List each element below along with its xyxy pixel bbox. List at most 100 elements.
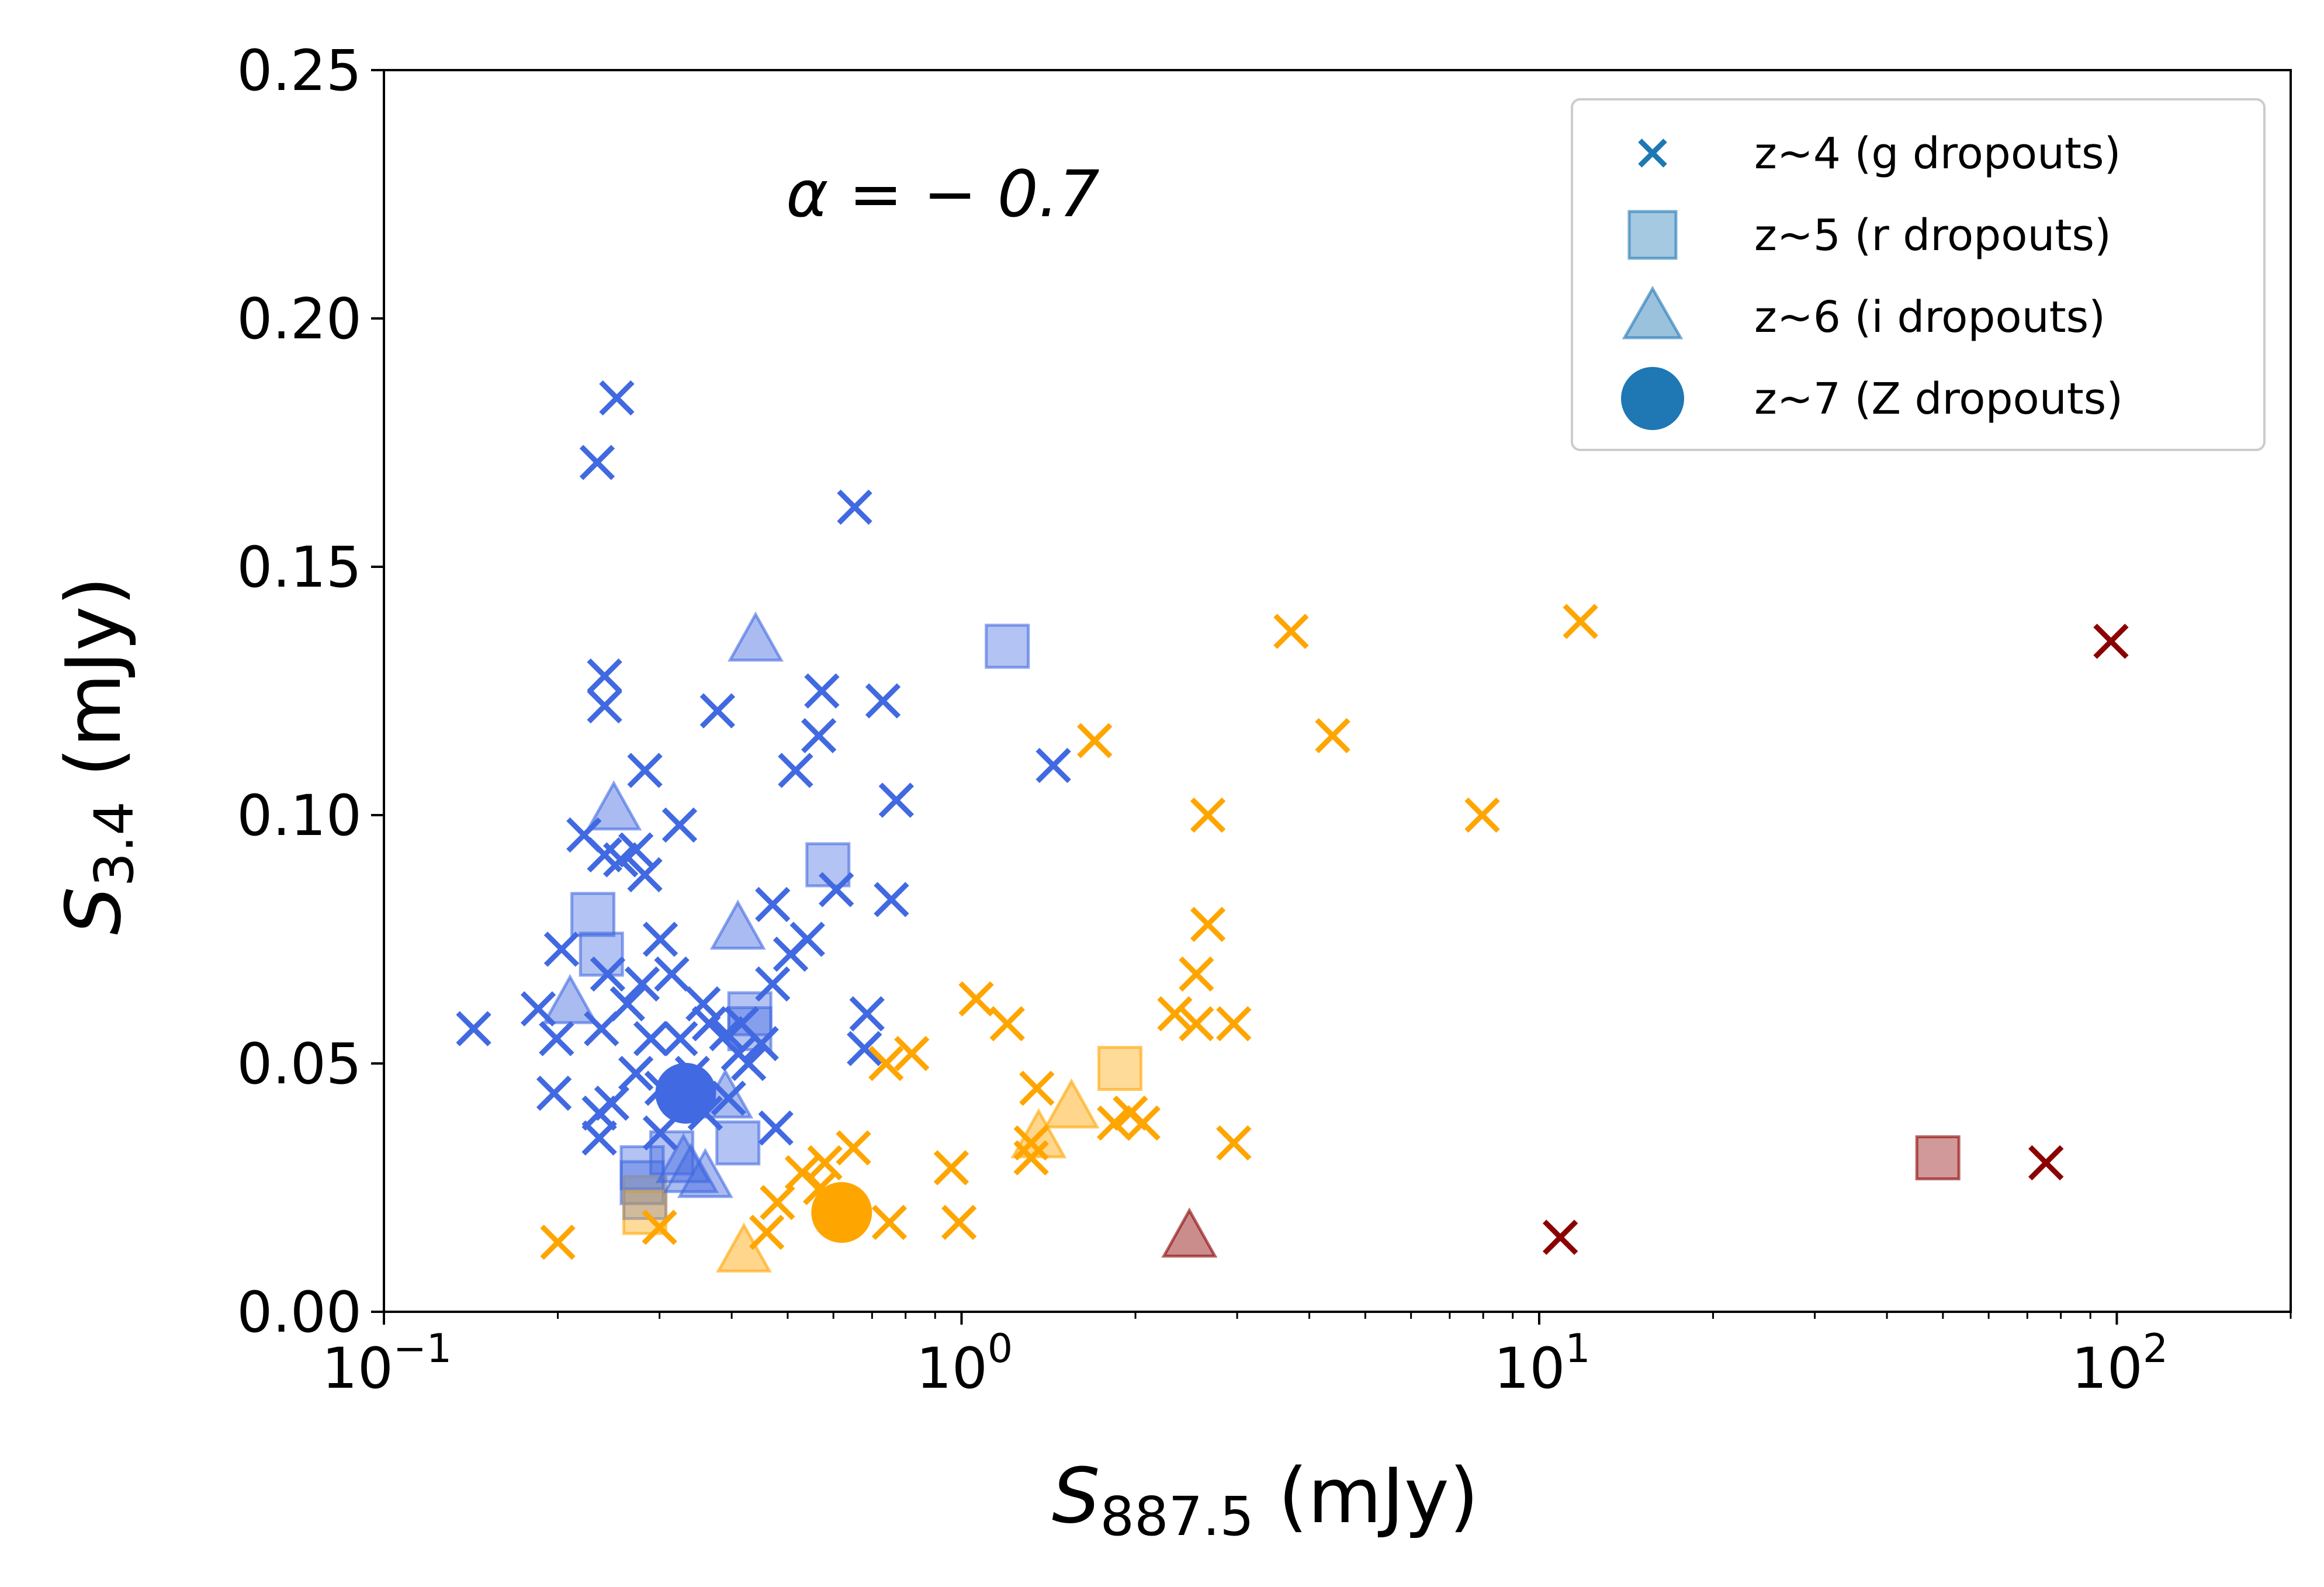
- x-point: [540, 1224, 576, 1260]
- legend-label: z~6 (i dropouts): [1754, 292, 2105, 342]
- x-point: [642, 921, 678, 957]
- x-point: [1019, 1070, 1055, 1106]
- x-point: [1077, 723, 1113, 758]
- x-point: [1464, 797, 1500, 833]
- x-point: [933, 1150, 969, 1186]
- x-point: [1097, 1105, 1132, 1141]
- x-point: [941, 1204, 977, 1241]
- legend-square-marker: [1627, 210, 1678, 260]
- x-point: [1125, 1105, 1161, 1141]
- x-point: [587, 658, 622, 694]
- data-points: [456, 380, 2129, 1273]
- circle-point: [811, 1182, 872, 1243]
- x-point: [627, 857, 663, 893]
- x-point: [749, 1214, 785, 1250]
- x-point: [2093, 623, 2129, 659]
- triangle-point: [586, 780, 642, 831]
- x-point: [871, 1204, 908, 1241]
- legend-label: z~5 (r dropouts): [1754, 210, 2111, 261]
- y-tick-label: 0.00: [237, 1280, 362, 1345]
- x-axis-unit: (mJy): [1254, 1451, 1479, 1540]
- x-point: [778, 753, 813, 788]
- x-point: [874, 882, 909, 917]
- x-point: [627, 753, 663, 788]
- legend-entry: z~4 (g dropouts): [1638, 129, 2121, 179]
- x-point: [581, 1120, 617, 1156]
- x-point: [818, 872, 854, 907]
- x-point: [1563, 604, 1598, 639]
- x-point: [1216, 1125, 1252, 1161]
- x-point: [711, 1080, 746, 1116]
- axis-ticks: 0.00 0.05 0.10 0.15 0.20 0.25 10−1 100 101 102: [237, 38, 2292, 1401]
- x-point: [663, 1021, 698, 1056]
- x-point: [590, 956, 626, 992]
- triangle-point: [663, 1142, 719, 1193]
- x-point: [520, 991, 556, 1027]
- x-point: [836, 1130, 871, 1166]
- legend-x-marker: [1638, 138, 1667, 168]
- x-point: [868, 1045, 904, 1082]
- x-point: [618, 1055, 654, 1092]
- x-point: [755, 886, 791, 923]
- x-point: [847, 1031, 882, 1066]
- x-point: [878, 782, 915, 818]
- x-point: [456, 1011, 491, 1047]
- y-axis-subscript: 3.4: [83, 801, 146, 886]
- x-point: [804, 673, 840, 709]
- x-tick-label: 102: [2072, 1326, 2168, 1401]
- legend-label: z~4 (g dropouts): [1754, 129, 2121, 179]
- x-point: [642, 1115, 678, 1151]
- x-point: [709, 1016, 744, 1052]
- legend-triangle-marker: [1622, 285, 1684, 339]
- alpha-annotation: α = − 0.7: [786, 157, 1100, 231]
- x-point: [543, 931, 580, 967]
- x-point: [837, 489, 872, 525]
- x-point: [536, 1075, 572, 1111]
- x-point: [661, 807, 698, 843]
- x-point: [894, 1035, 930, 1072]
- x-point: [2028, 1145, 2064, 1181]
- x-point: [789, 921, 825, 957]
- x-point: [699, 693, 736, 729]
- x-point: [989, 1006, 1025, 1042]
- x-point: [755, 966, 791, 1002]
- y-tick-label: 0.05: [237, 1031, 362, 1097]
- triangle-point: [1161, 1207, 1218, 1258]
- x-tick-label: 10−1: [322, 1326, 452, 1401]
- x-point: [1013, 1140, 1049, 1176]
- x-point: [654, 956, 690, 992]
- x-point: [685, 986, 721, 1022]
- triangle-point: [677, 1148, 733, 1198]
- x-point: [760, 1184, 795, 1221]
- y-tick-label: 0.10: [237, 783, 362, 848]
- x-point: [579, 445, 615, 480]
- x-point: [758, 1110, 794, 1146]
- x-point: [633, 1021, 669, 1056]
- x-axis-symbol: S: [1052, 1451, 1100, 1540]
- circle-point: [655, 1063, 716, 1124]
- y-axis-label-group: S3.4 (mJy): [49, 576, 146, 935]
- x-point: [1013, 1125, 1049, 1161]
- x-point: [1035, 747, 1071, 784]
- x-point: [865, 683, 901, 719]
- legend-circle-marker: [1621, 367, 1684, 430]
- square-point: [570, 892, 616, 937]
- x-point: [1542, 1219, 1578, 1255]
- x-point: [539, 1021, 574, 1056]
- legend-entry: z~5 (r dropouts): [1627, 210, 2111, 261]
- x-axis-label: S887.5 (mJy): [1052, 1451, 1479, 1548]
- legend: z~4 (g dropouts) z~5 (r dropouts) z~6 (i d…: [1571, 98, 2266, 451]
- x-point: [624, 966, 660, 1002]
- x-point: [1157, 996, 1193, 1032]
- x-point: [801, 718, 837, 754]
- plot-frame: [383, 69, 2292, 1313]
- x-point: [642, 1210, 677, 1245]
- triangle-point: [709, 899, 766, 950]
- legend-label: z~7 (Z dropouts): [1754, 374, 2123, 424]
- triangle-point: [1043, 1078, 1100, 1129]
- x-point: [730, 1045, 767, 1082]
- x-point: [587, 688, 622, 724]
- x-point: [581, 1095, 617, 1131]
- x-axis-subscript: 887.5: [1100, 1485, 1254, 1548]
